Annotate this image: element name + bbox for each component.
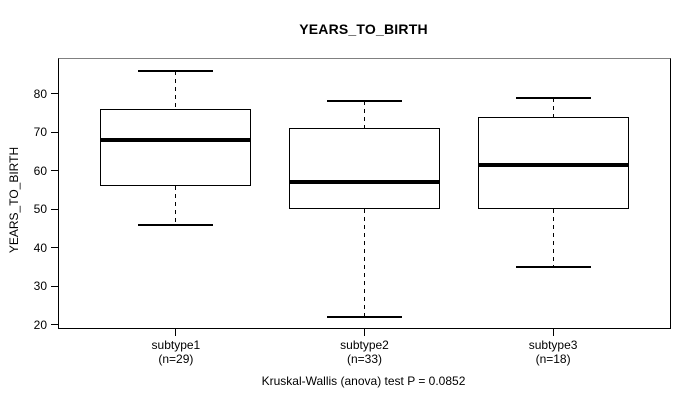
chart-title: YEARS_TO_BIRTH	[299, 21, 428, 37]
upper-whisker-line	[364, 101, 365, 129]
group-name-label: subtype1	[151, 338, 201, 352]
plot-area: 80 70 60 50 40 30 20 subtype1 (n=29) subtype2 (n=3…	[34, 58, 671, 366]
y-axis-tick	[51, 170, 58, 172]
y-axis-tick	[51, 208, 58, 210]
lower-whisker-cap	[515, 266, 591, 269]
y-axis-tick-label: 30	[33, 279, 47, 294]
group-count-label: (n=18)	[535, 352, 571, 366]
x-axis-group-label: subtype3 (n=18)	[483, 338, 623, 366]
upper-whisker-cap	[515, 96, 591, 99]
group-name-label: subtype3	[528, 338, 578, 352]
y-axis-tick	[51, 285, 58, 287]
lower-whisker-line	[175, 186, 177, 225]
group-count-label: (n=33)	[346, 352, 383, 366]
group-name-label: subtype2	[340, 338, 389, 352]
median-line	[100, 137, 252, 142]
y-axis-tick-label: 40	[33, 240, 47, 255]
y-axis-tick-label: 20	[33, 317, 47, 332]
upper-whisker-line	[175, 70, 177, 110]
y-axis-tick-label: 60	[33, 163, 47, 178]
upper-whisker-cap	[138, 69, 214, 72]
y-axis-tick-label: 50	[33, 202, 47, 217]
y-axis-tick	[51, 247, 58, 249]
x-axis-group-label: subtype1 (n=29)	[106, 338, 246, 366]
median-line	[289, 180, 440, 185]
lower-whisker-line	[552, 209, 554, 268]
upper-whisker-cap	[327, 100, 402, 103]
y-axis-tick	[51, 131, 58, 133]
x-axis-tick	[364, 329, 365, 336]
x-axis-tick	[175, 329, 177, 336]
y-axis-tick	[51, 93, 58, 95]
iqr-box	[100, 109, 252, 187]
lower-whisker-cap	[327, 316, 402, 319]
y-axis-tick-label: 80	[33, 86, 47, 101]
upper-whisker-line	[552, 97, 554, 117]
lower-whisker-line	[364, 209, 365, 318]
iqr-box	[289, 128, 440, 210]
lower-whisker-cap	[138, 223, 214, 226]
x-axis-group-label: subtype2 (n=33)	[295, 338, 435, 366]
group-count-label: (n=29)	[158, 352, 194, 366]
median-line	[477, 163, 629, 167]
y-axis-tick	[51, 324, 58, 326]
y-axis-tick-label: 70	[33, 125, 47, 140]
stats-caption: Kruskal-Wallis (anova) test P = 0.0852	[261, 374, 466, 388]
x-axis-tick	[552, 329, 554, 336]
